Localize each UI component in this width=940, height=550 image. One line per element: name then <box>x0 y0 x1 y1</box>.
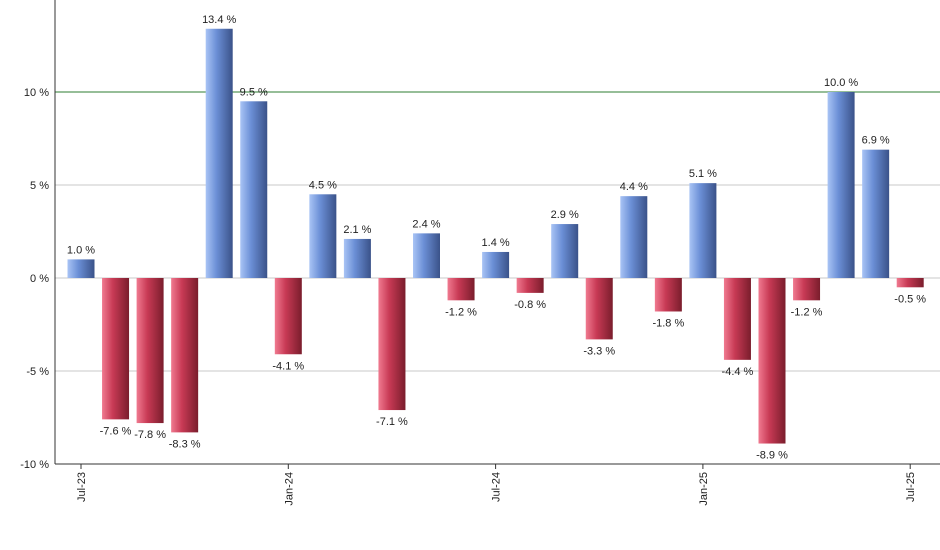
data-label: -4.1 % <box>272 360 304 372</box>
data-label: -1.2 % <box>445 306 477 318</box>
bar <box>102 278 130 420</box>
data-label: -1.2 % <box>791 306 823 318</box>
x-tick-label: Jul-23 <box>76 472 88 502</box>
bar <box>620 196 648 278</box>
x-tick-label: Jul-24 <box>491 472 503 502</box>
x-tick-label: Jul-25 <box>905 472 917 502</box>
bar <box>551 224 579 278</box>
bar <box>274 278 302 355</box>
data-label: 9.5 % <box>240 86 268 98</box>
bar <box>689 183 717 278</box>
bar <box>309 194 337 278</box>
data-label: -4.4 % <box>722 366 754 378</box>
bar <box>862 149 890 278</box>
data-label: -7.6 % <box>100 425 132 437</box>
bar <box>171 278 199 433</box>
bar <box>447 278 475 301</box>
data-label: -1.8 % <box>652 317 684 329</box>
bar <box>585 278 613 340</box>
bar <box>516 278 544 293</box>
bar <box>482 251 510 278</box>
y-tick-label: 5 % <box>30 180 49 192</box>
y-tick-label: -5 % <box>26 366 49 378</box>
data-label: -7.8 % <box>134 429 166 441</box>
axes: -10 % -5 % 0 % 5 % 10 % Jul-23 Jan-24 Jul-24 Jan… <box>20 0 940 506</box>
bar <box>413 233 440 278</box>
bar <box>343 238 371 278</box>
bar <box>758 278 786 444</box>
data-label: 6.9 % <box>862 135 890 147</box>
bar <box>240 101 268 278</box>
data-label: 2.1 % <box>343 224 371 236</box>
bar <box>896 278 924 288</box>
data-label: 10.0 % <box>824 77 858 89</box>
bar <box>378 278 406 411</box>
bars <box>67 28 924 444</box>
data-label: 2.9 % <box>551 209 579 221</box>
bar <box>136 278 164 424</box>
x-tick-label: Jan-25 <box>698 472 710 506</box>
bar <box>205 28 233 279</box>
data-label: -8.9 % <box>756 450 788 462</box>
data-label: 2.4 % <box>412 218 440 230</box>
bar <box>723 278 751 360</box>
y-tick-label: 10 % <box>24 87 49 99</box>
y-tick-label: -10 % <box>20 459 49 471</box>
bar <box>67 259 95 278</box>
data-label: -0.8 % <box>514 299 546 311</box>
data-label: 4.5 % <box>309 179 337 191</box>
data-label: -0.5 % <box>894 293 926 305</box>
data-label: -8.3 % <box>169 438 201 450</box>
x-tick-label: Jan-24 <box>283 472 295 506</box>
data-label: 5.1 % <box>689 168 717 180</box>
bar <box>654 278 682 312</box>
bar <box>793 278 821 301</box>
data-label: 1.4 % <box>482 237 510 249</box>
data-label: -7.1 % <box>376 416 408 428</box>
data-label: 1.0 % <box>67 244 95 256</box>
data-label: -3.3 % <box>583 345 615 357</box>
gridlines <box>55 91 940 372</box>
data-label: 13.4 % <box>202 14 236 26</box>
y-tick-label: 0 % <box>30 273 49 285</box>
bar <box>827 92 855 278</box>
data-labels: 1.0 % -7.6 % -7.8 %-8.3 % 13.4 % 9.5 % -4.1 %… <box>67 14 926 462</box>
data-label: 4.4 % <box>620 181 648 193</box>
